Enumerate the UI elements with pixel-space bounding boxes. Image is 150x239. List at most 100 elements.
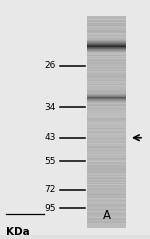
Bar: [87, 57, 126, 58]
Bar: [87, 91, 126, 92]
Bar: [87, 163, 126, 164]
Bar: [87, 127, 126, 128]
Bar: [87, 73, 126, 74]
Bar: [87, 111, 126, 112]
Bar: [87, 112, 126, 113]
Bar: [87, 41, 126, 42]
Text: KDa: KDa: [6, 227, 30, 237]
Text: 72: 72: [44, 185, 56, 194]
Bar: [87, 42, 126, 43]
Bar: [87, 146, 126, 147]
Text: 95: 95: [44, 204, 56, 213]
Bar: [87, 46, 126, 47]
Bar: [87, 147, 126, 148]
Bar: [87, 185, 126, 186]
Bar: [87, 164, 126, 165]
Bar: [87, 158, 126, 159]
Bar: [87, 23, 126, 24]
Bar: [87, 172, 126, 173]
Bar: [87, 35, 126, 36]
Bar: [87, 221, 126, 222]
Bar: [87, 16, 126, 17]
Bar: [87, 107, 126, 108]
Bar: [87, 152, 126, 153]
Bar: [87, 48, 126, 49]
Bar: [87, 218, 126, 219]
Bar: [87, 167, 126, 168]
Bar: [87, 131, 126, 132]
Bar: [87, 74, 126, 75]
Bar: [87, 105, 126, 106]
Bar: [87, 153, 126, 154]
Bar: [87, 72, 126, 73]
Bar: [87, 37, 126, 38]
Bar: [87, 208, 126, 209]
Bar: [87, 38, 126, 39]
Bar: [87, 75, 126, 76]
Bar: [87, 226, 126, 227]
Bar: [87, 166, 126, 167]
Bar: [87, 39, 126, 40]
Bar: [87, 84, 126, 85]
Bar: [87, 87, 126, 88]
Bar: [87, 177, 126, 178]
Bar: [87, 90, 126, 91]
Bar: [87, 178, 126, 179]
Bar: [87, 175, 126, 176]
Bar: [87, 18, 126, 19]
Bar: [87, 63, 126, 64]
Bar: [87, 174, 126, 175]
Bar: [87, 196, 126, 197]
Bar: [87, 136, 126, 137]
Bar: [87, 223, 126, 224]
Bar: [87, 190, 126, 191]
Bar: [87, 195, 126, 196]
Bar: [87, 169, 126, 170]
Text: A: A: [102, 210, 111, 223]
Bar: [87, 118, 126, 119]
Bar: [87, 33, 126, 34]
Bar: [87, 134, 126, 135]
Bar: [87, 193, 126, 194]
Bar: [87, 202, 126, 203]
Bar: [87, 47, 126, 48]
Bar: [87, 141, 126, 142]
Bar: [87, 126, 126, 127]
Bar: [87, 106, 126, 107]
Bar: [87, 155, 126, 156]
Bar: [87, 80, 126, 81]
Bar: [87, 49, 126, 50]
Bar: [87, 207, 126, 208]
Bar: [87, 151, 126, 152]
Bar: [87, 216, 126, 217]
Bar: [87, 133, 126, 134]
Bar: [87, 29, 126, 30]
Bar: [87, 224, 126, 225]
Bar: [87, 89, 126, 90]
Bar: [87, 68, 126, 69]
Bar: [87, 142, 126, 143]
Bar: [87, 100, 126, 101]
Bar: [87, 198, 126, 199]
Bar: [87, 19, 126, 20]
Bar: [87, 32, 126, 33]
Bar: [87, 114, 126, 115]
Bar: [87, 36, 126, 37]
Text: 34: 34: [44, 103, 56, 112]
Text: 26: 26: [44, 61, 56, 71]
Bar: [87, 150, 126, 151]
Bar: [87, 222, 126, 223]
Bar: [87, 101, 126, 102]
Bar: [87, 203, 126, 204]
Bar: [87, 49, 126, 50]
Bar: [87, 148, 126, 149]
Bar: [87, 206, 126, 207]
Bar: [87, 50, 126, 51]
Bar: [87, 81, 126, 82]
Bar: [87, 45, 126, 46]
Bar: [87, 137, 126, 138]
Bar: [87, 28, 126, 29]
Bar: [87, 98, 126, 99]
Bar: [87, 17, 126, 18]
Text: 55: 55: [44, 157, 56, 166]
